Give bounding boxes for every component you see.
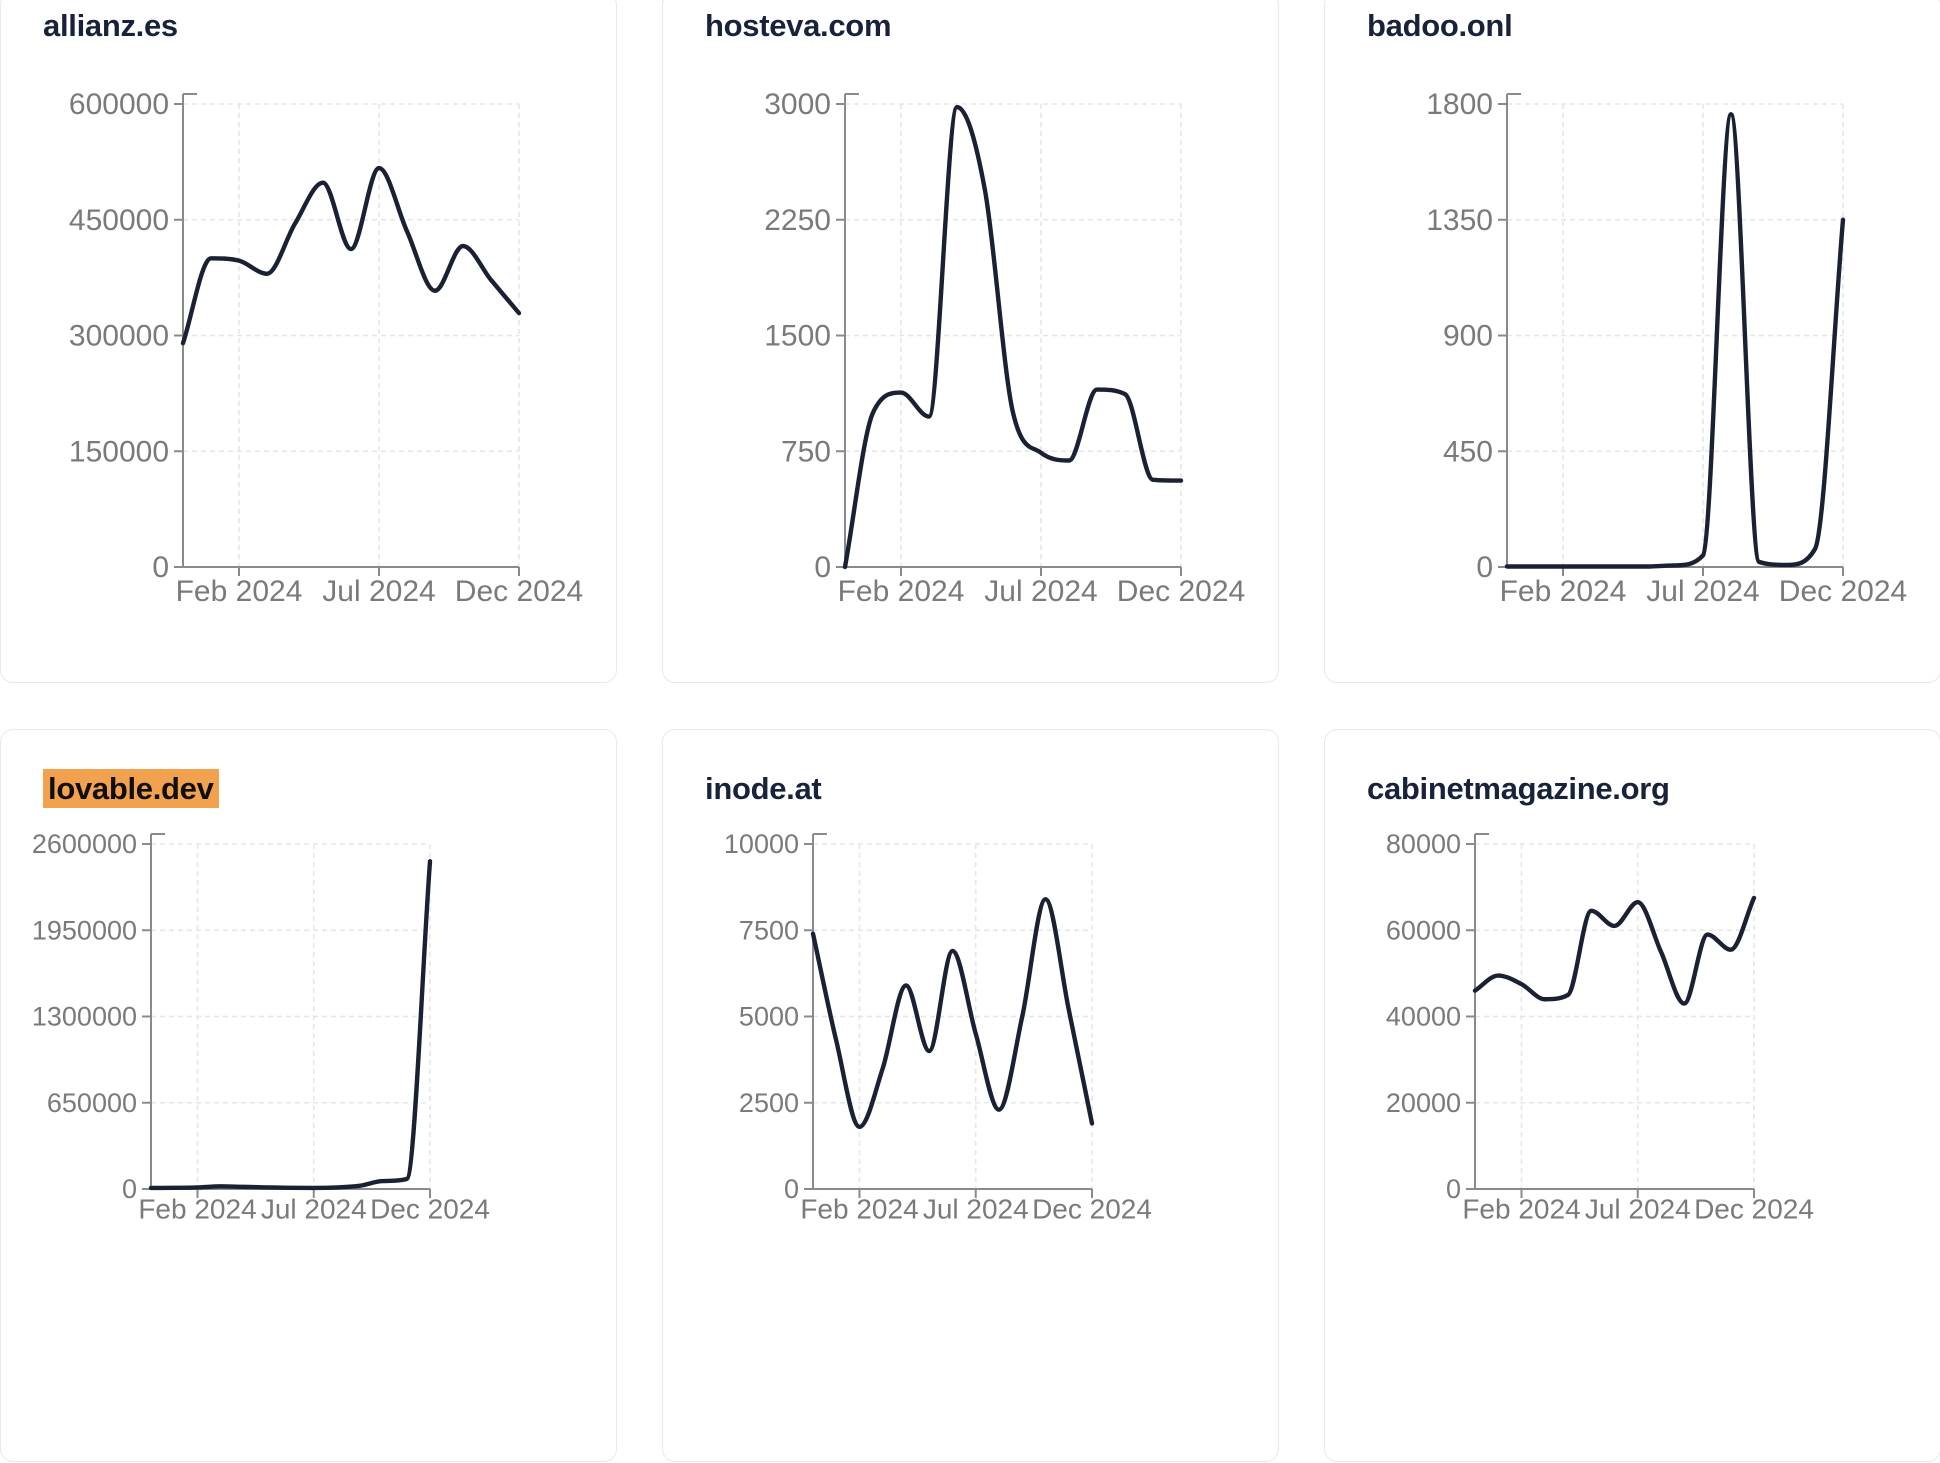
svg-text:Feb 2024: Feb 2024 (138, 1194, 256, 1225)
svg-text:Dec 2024: Dec 2024 (370, 1194, 490, 1225)
svg-text:1950000: 1950000 (32, 915, 137, 945)
svg-text:Jul 2024: Jul 2024 (1585, 1194, 1691, 1225)
domain-title[interactable]: badoo.onl (1367, 8, 1513, 43)
svg-text:2250: 2250 (764, 204, 831, 237)
svg-text:2500: 2500 (739, 1088, 799, 1118)
svg-text:650000: 650000 (47, 1088, 137, 1118)
line-chart: 0 20000 40000 60000 80000 Feb 2024 Jul 2024 Dec… (1386, 829, 1814, 1225)
svg-text:Feb 2024: Feb 2024 (800, 1194, 918, 1225)
svg-text:7500: 7500 (739, 915, 799, 945)
svg-text:Dec 2024: Dec 2024 (455, 575, 583, 608)
svg-text:600000: 600000 (69, 88, 169, 121)
svg-text:Dec 2024: Dec 2024 (1032, 1194, 1152, 1225)
svg-text:150000: 150000 (69, 435, 169, 468)
svg-text:0: 0 (122, 1174, 137, 1204)
card-title-row: cabinetmagazine.org (1367, 770, 1670, 807)
svg-text:40000: 40000 (1386, 1002, 1461, 1032)
svg-text:Dec 2024: Dec 2024 (1117, 575, 1245, 608)
svg-text:450: 450 (1443, 435, 1493, 468)
svg-text:2600000: 2600000 (32, 829, 137, 859)
svg-text:1300000: 1300000 (32, 1002, 137, 1032)
svg-text:0: 0 (784, 1174, 799, 1204)
svg-text:Jul 2024: Jul 2024 (984, 575, 1097, 608)
svg-text:Dec 2024: Dec 2024 (1779, 575, 1907, 608)
svg-text:1800: 1800 (1426, 88, 1493, 121)
svg-text:Feb 2024: Feb 2024 (176, 575, 303, 608)
svg-text:Jul 2024: Jul 2024 (923, 1194, 1029, 1225)
line-chart: 0 750 1500 2250 3000 Feb 2024 Jul 2024 Dec 2024 (764, 88, 1245, 608)
card-hosteva-com[interactable]: hosteva.com 0 750 1500 2250 3000 Feb 2024 Jul … (662, 0, 1279, 683)
svg-text:Feb 2024: Feb 2024 (1500, 575, 1627, 608)
card-cabinetmagazine-org[interactable]: cabinetmagazine.org 0 20000 40000 60000 8000… (1324, 729, 1940, 1462)
card-title-row: badoo.onl (1367, 7, 1513, 44)
card-allianz-es[interactable]: allianz.es 0 150000 300000 450000 600000 Feb … (0, 0, 617, 683)
card-lovable-dev[interactable]: lovable.dev 0 650000 1300000 1950000 2600000… (0, 729, 617, 1462)
card-badoo-onl[interactable]: badoo.onl 0 450 900 1350 1800 Feb 2024 Jul 202… (1324, 0, 1940, 683)
svg-text:1350: 1350 (1426, 204, 1493, 237)
svg-text:750: 750 (781, 435, 831, 468)
domain-title[interactable]: inode.at (705, 771, 822, 806)
svg-text:Dec 2024: Dec 2024 (1694, 1194, 1814, 1225)
domain-title-highlighted[interactable]: lovable.dev (43, 769, 219, 808)
card-title-row: lovable.dev (43, 769, 219, 808)
svg-text:5000: 5000 (739, 1002, 799, 1032)
svg-text:0: 0 (814, 551, 831, 584)
domain-title[interactable]: allianz.es (43, 8, 178, 43)
svg-text:0: 0 (152, 551, 169, 584)
card-inode-at[interactable]: inode.at 0 2500 5000 7500 10000 Feb 2024 Jul 2… (662, 729, 1279, 1462)
card-title-row: allianz.es (43, 7, 178, 44)
svg-text:Jul 2024: Jul 2024 (322, 575, 435, 608)
svg-text:10000: 10000 (724, 829, 799, 859)
svg-text:Jul 2024: Jul 2024 (261, 1194, 367, 1225)
svg-text:0: 0 (1446, 1174, 1461, 1204)
card-title-row: inode.at (705, 770, 822, 807)
card-title-row: hosteva.com (705, 7, 892, 44)
svg-text:0: 0 (1476, 551, 1493, 584)
domain-title[interactable]: hosteva.com (705, 8, 892, 43)
svg-text:60000: 60000 (1386, 915, 1461, 945)
svg-text:20000: 20000 (1386, 1088, 1461, 1118)
svg-text:Jul 2024: Jul 2024 (1646, 575, 1759, 608)
line-chart: 0 650000 1300000 1950000 2600000 Feb 2024 Jul … (32, 829, 490, 1225)
line-chart: 0 450 900 1350 1800 Feb 2024 Jul 2024 Dec 2024 (1426, 88, 1907, 608)
svg-text:900: 900 (1443, 320, 1493, 353)
line-chart: 0 150000 300000 450000 600000 Feb 2024 Jul 202… (69, 88, 583, 608)
svg-text:450000: 450000 (69, 204, 169, 237)
svg-text:80000: 80000 (1386, 829, 1461, 859)
svg-text:Feb 2024: Feb 2024 (838, 575, 965, 608)
svg-text:3000: 3000 (764, 88, 831, 121)
svg-text:1500: 1500 (764, 320, 831, 353)
domain-title[interactable]: cabinetmagazine.org (1367, 771, 1670, 806)
line-chart: 0 2500 5000 7500 10000 Feb 2024 Jul 2024 Dec 20… (724, 829, 1152, 1225)
svg-text:300000: 300000 (69, 320, 169, 353)
svg-text:Feb 2024: Feb 2024 (1462, 1194, 1580, 1225)
